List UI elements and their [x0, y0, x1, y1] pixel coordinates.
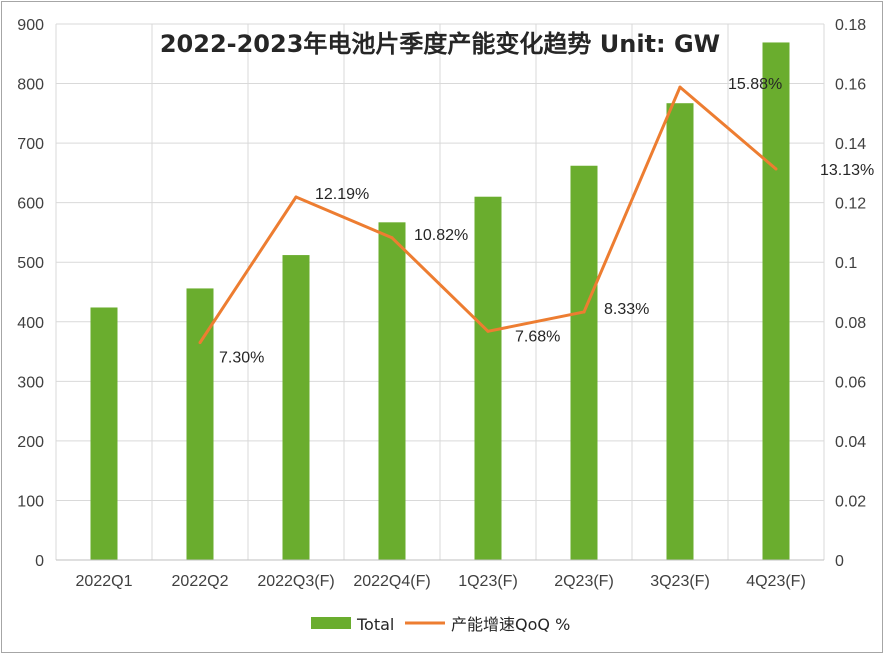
- x-tick-label: 2022Q4(F): [353, 573, 430, 590]
- line-data-label: 10.82%: [414, 227, 468, 244]
- y-right-tick-label: 0: [835, 553, 844, 570]
- y-left-tick-label: 400: [17, 315, 44, 332]
- y-left-tick-label: 0: [35, 553, 44, 570]
- y-right-tick-label: 0.18: [835, 17, 866, 34]
- line-point: [198, 341, 202, 345]
- line-data-label: 8.33%: [604, 301, 649, 318]
- y-left-tick-label: 900: [17, 17, 44, 34]
- bar: [570, 165, 598, 560]
- axes: 0 100 200 300 400 500 600 700 800 900 0 0.02 0.04 0.0…: [17, 17, 866, 590]
- legend-label-total: Total: [356, 615, 394, 634]
- legend-label-qoq: 产能增速QoQ %: [451, 615, 570, 634]
- bar: [282, 255, 310, 560]
- line-data-label: 13.13%: [820, 162, 874, 179]
- bar: [90, 307, 118, 560]
- legend: Total 产能增速QoQ %: [311, 615, 570, 634]
- y-right-tick-label: 0.14: [835, 136, 866, 153]
- line-point: [582, 310, 586, 314]
- bar: [474, 196, 502, 560]
- line-point: [486, 329, 490, 333]
- line-point: [294, 195, 298, 199]
- y-right-tick-label: 0.02: [835, 493, 866, 510]
- bar: [186, 288, 214, 560]
- line-data-label: 12.19%: [315, 186, 369, 203]
- x-tick-label: 1Q23(F): [458, 573, 518, 590]
- bar: [378, 222, 406, 560]
- y-right-tick-label: 0.12: [835, 196, 866, 213]
- y-left-tick-label: 200: [17, 434, 44, 451]
- data-labels: 7.30% 12.19% 10.82% 7.68% 8.33% 15.88% 13.13%: [219, 76, 874, 366]
- y-right-tick-label: 0.08: [835, 315, 866, 332]
- bar: [666, 103, 694, 560]
- y-left-tick-label: 800: [17, 77, 44, 94]
- chart-title: 2022-2023年电池片季度产能变化趋势 Unit: GW: [160, 30, 720, 58]
- legend-swatch-total: [311, 617, 351, 629]
- x-tick-label: 4Q23(F): [746, 573, 806, 590]
- x-tick-label: 2022Q3(F): [257, 573, 334, 590]
- x-tick-label: 2022Q2: [172, 573, 229, 590]
- y-left-tick-label: 100: [17, 493, 44, 510]
- line-point: [390, 236, 394, 240]
- x-tick-label: 2Q23(F): [554, 573, 614, 590]
- y-left-tick-label: 600: [17, 196, 44, 213]
- y-right-tick-label: 0.04: [835, 434, 866, 451]
- line-series: [198, 85, 778, 345]
- y-left-tick-label: 500: [17, 255, 44, 272]
- line-point: [678, 85, 682, 89]
- x-tick-label: 3Q23(F): [650, 573, 710, 590]
- y-right-tick-label: 0.16: [835, 77, 866, 94]
- y-left-tick-label: 300: [17, 374, 44, 391]
- line-data-label: 15.88%: [728, 76, 782, 93]
- grid-lines: [55, 23, 825, 561]
- line-data-label: 7.30%: [219, 350, 264, 367]
- bar-series: [90, 42, 790, 561]
- x-tick-label: 2022Q1: [76, 573, 133, 590]
- y-right-tick-label: 0.06: [835, 374, 866, 391]
- bar: [762, 42, 790, 561]
- y-left-tick-label: 700: [17, 136, 44, 153]
- line-data-label: 7.68%: [515, 328, 560, 345]
- line-point: [774, 167, 778, 171]
- y-right-tick-label: 0.1: [835, 255, 857, 272]
